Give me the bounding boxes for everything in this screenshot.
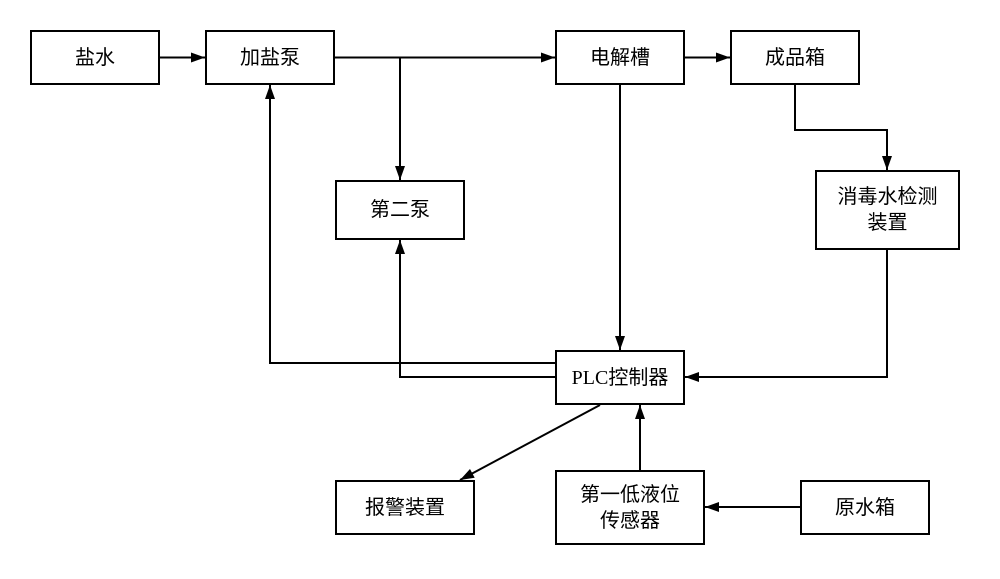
node-plc: PLC控制器 xyxy=(555,350,685,405)
node-saltpump: 加盐泵 xyxy=(205,30,335,85)
node-cell: 电解槽 xyxy=(555,30,685,85)
node-product: 成品箱 xyxy=(730,30,860,85)
node-lowlevel: 第一低液位 传感器 xyxy=(555,470,705,545)
node-brine: 盐水 xyxy=(30,30,160,85)
node-detector: 消毒水检测 装置 xyxy=(815,170,960,250)
node-rawtank: 原水箱 xyxy=(800,480,930,535)
node-alarm: 报警装置 xyxy=(335,480,475,535)
node-pump2: 第二泵 xyxy=(335,180,465,240)
